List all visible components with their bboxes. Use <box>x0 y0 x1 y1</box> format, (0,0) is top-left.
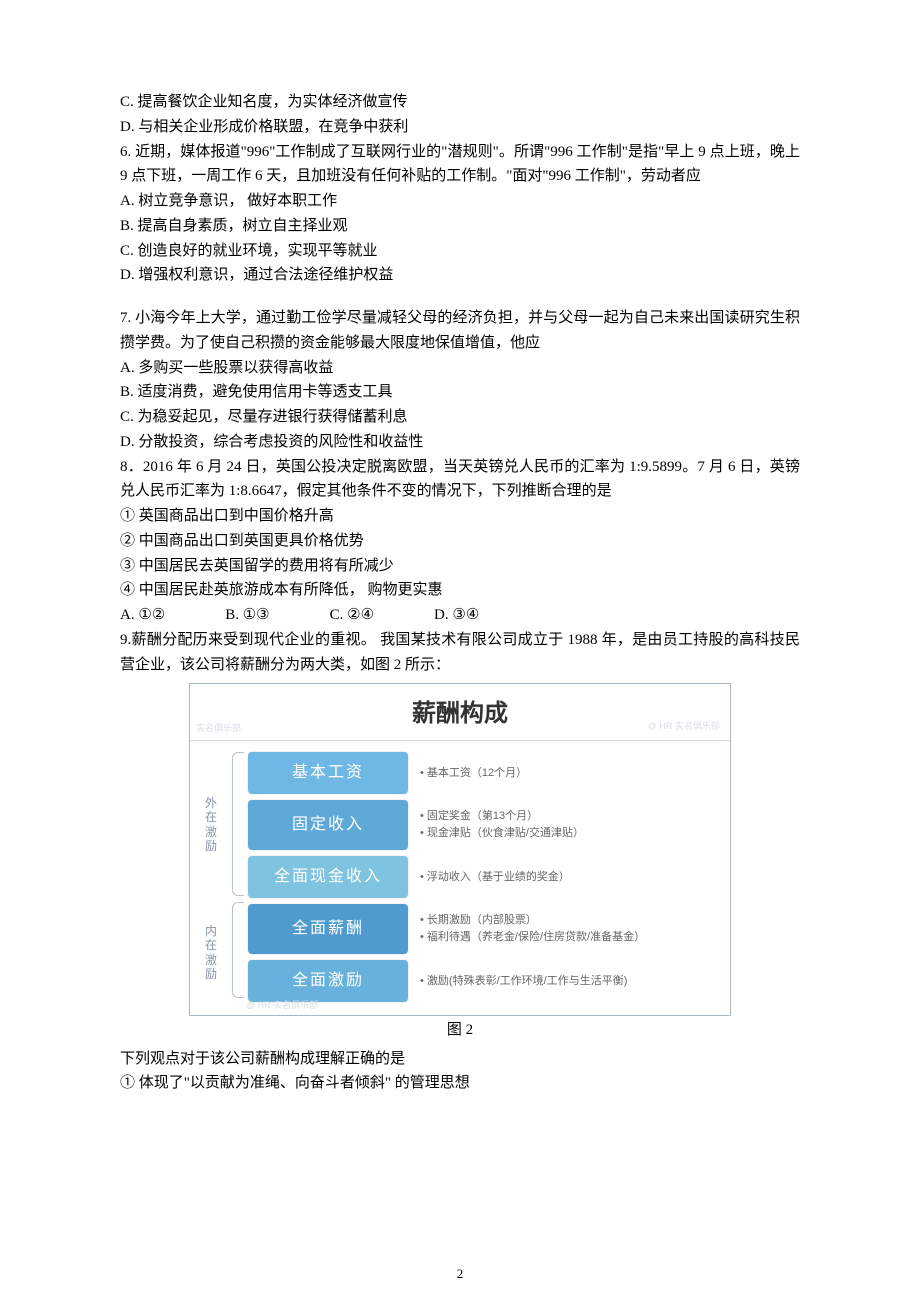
figure-row: 基本工资基本工资（12个月） <box>248 752 724 794</box>
figure-desc: 长期激励（内部股票）福利待遇（养老金/保险/住房贷款/准备基金） <box>408 904 724 954</box>
q8-options-row: A. ①② B. ①③ C. ②④ D. ③④ <box>120 603 800 628</box>
figure-row: 固定收入固定奖金（第13个月）现金津贴（伙食津贴/交通津贴） <box>248 800 724 850</box>
figure-desc: 基本工资（12个月） <box>408 752 724 794</box>
q6-option-d: D. 增强权利意识，通过合法途径维护权益 <box>120 263 800 288</box>
q7-stem: 7. 小海今年上大学，通过勤工俭学尽量减轻父母的经济负担，并与父母一起为自己未来… <box>120 306 800 356</box>
q9-post: 下列观点对于该公司薪酬构成理解正确的是 <box>120 1047 800 1072</box>
figure-side-group-a: 外在激励 <box>196 749 226 901</box>
q7-option-a: A. 多购买一些股票以获得高收益 <box>120 356 800 381</box>
figure-title: 实名俱乐部 薪酬构成 @ HR 实名俱乐部 <box>190 684 730 741</box>
figure-pill: 基本工资 <box>248 752 408 794</box>
figure-brace-a <box>232 752 244 896</box>
q5-option-d: D. 与相关企业形成价格联盟，在竞争中获利 <box>120 115 800 140</box>
q8-option-d: D. ③④ <box>434 603 479 628</box>
figure-side-label-b: 内在激励 <box>205 924 217 982</box>
watermark-right: @ HR 实名俱乐部 <box>648 719 720 734</box>
watermark-left: 实名俱乐部 <box>196 721 241 736</box>
q8-option-b: B. ①③ <box>225 603 269 628</box>
figure-row: 全面激励激励(特殊表彰/工作环境/工作与生活平衡) <box>248 960 724 1002</box>
figure-caption: 图 2 <box>447 1018 473 1043</box>
q6-option-b: B. 提高自身素质，树立自主择业观 <box>120 214 800 239</box>
q9-stem: 9.薪酬分配历来受到现代企业的重视。 我国某技术有限公司成立于 1988 年，是… <box>120 628 800 678</box>
figure-title-text: 薪酬构成 <box>412 700 508 727</box>
q8-option-c: C. ②④ <box>330 603 374 628</box>
figure-desc-item: 浮动收入（基于业绩的奖金） <box>420 869 716 886</box>
figure-pill: 全面激励 <box>248 960 408 1002</box>
figure-desc-item: 福利待遇（养老金/保险/住房贷款/准备基金） <box>420 929 716 946</box>
figure-desc-item: 固定奖金（第13个月） <box>420 808 716 825</box>
q7-option-b: B. 适度消费，避免使用信用卡等透支工具 <box>120 380 800 405</box>
figure-desc: 浮动收入（基于业绩的奖金） <box>408 856 724 898</box>
q5-option-c: C. 提高餐饮企业知名度，为实体经济做宣传 <box>120 90 800 115</box>
q8-option-a: A. ①② <box>120 603 165 628</box>
q9-s1: ① 体现了"以贡献为准绳、向奋斗者倾斜" 的管理思想 <box>120 1071 800 1096</box>
figure-row: 全面薪酬长期激励（内部股票）福利待遇（养老金/保险/住房贷款/准备基金） <box>248 904 724 954</box>
q7-option-c: C. 为稳妥起见，尽量存进银行获得储蓄利息 <box>120 405 800 430</box>
q8-s2: ② 中国商品出口到英国更具价格优势 <box>120 529 800 554</box>
figure-brace-b <box>232 902 244 998</box>
figure-side-labels: 外在激励内在激励 <box>196 749 226 1005</box>
figure-desc-item: 长期激励（内部股票） <box>420 912 716 929</box>
figure-pill: 全面现金收入 <box>248 856 408 898</box>
q6-option-c: C. 创造良好的就业环境，实现平等就业 <box>120 239 800 264</box>
figure-box: 实名俱乐部 薪酬构成 @ HR 实名俱乐部 外在激励内在激励 基本工资基本工资（… <box>189 683 731 1016</box>
page-number: 2 <box>0 1263 920 1284</box>
q8-s3: ③ 中国居民去英国留学的费用将有所减少 <box>120 554 800 579</box>
figure-side-label-a: 外在激励 <box>205 796 217 854</box>
figure-rows: 基本工资基本工资（12个月） 固定收入固定奖金（第13个月）现金津贴（伙食津贴/交… <box>248 749 724 1005</box>
q7-option-d: D. 分散投资，综合考虑投资的风险性和收益性 <box>120 430 800 455</box>
figure-row: 全面现金收入浮动收入（基于业绩的奖金） <box>248 856 724 898</box>
figure-desc-item: 基本工资（12个月） <box>420 765 716 782</box>
q6-stem: 6. 近期，媒体报道"996"工作制成了互联网行业的"潜规则"。所谓"996 工… <box>120 140 800 190</box>
figure-desc: 固定奖金（第13个月）现金津贴（伙食津贴/交通津贴） <box>408 800 724 850</box>
figure-side-group-b: 内在激励 <box>196 901 226 1005</box>
q8-s1: ① 英国商品出口到中国价格升高 <box>120 504 800 529</box>
q8-stem: 8．2016 年 6 月 24 日，英国公投决定脱离欧盟，当天英镑兑人民币的汇率… <box>120 455 800 505</box>
figure-desc: 激励(特殊表彰/工作环境/工作与生活平衡) <box>408 960 724 1002</box>
q8-s4: ④ 中国居民赴英旅游成本有所降低， 购物更实惠 <box>120 578 800 603</box>
figure-desc-item: 激励(特殊表彰/工作环境/工作与生活平衡) <box>420 973 716 990</box>
watermark-bottom: @ HR 实名俱乐部 <box>246 998 318 1013</box>
figure-desc-item: 现金津贴（伙食津贴/交通津贴） <box>420 825 716 842</box>
q6-option-a: A. 树立竞争意识， 做好本职工作 <box>120 189 800 214</box>
figure-braces <box>226 749 248 1005</box>
figure-pill: 全面薪酬 <box>248 904 408 954</box>
figure-pill: 固定收入 <box>248 800 408 850</box>
